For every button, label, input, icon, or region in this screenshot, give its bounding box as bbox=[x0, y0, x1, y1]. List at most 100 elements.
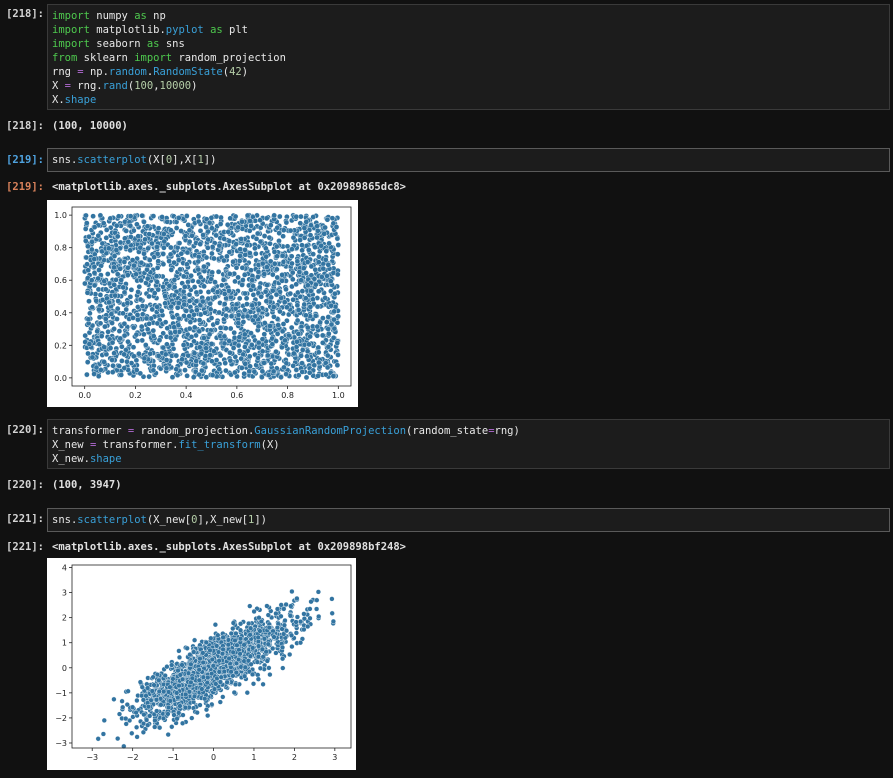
scatter-point bbox=[168, 244, 174, 251]
scatter-point bbox=[209, 358, 215, 364]
scatter-point bbox=[298, 352, 304, 359]
scatter-point bbox=[150, 333, 157, 339]
scatter-point bbox=[150, 674, 156, 680]
scatter-point bbox=[281, 299, 288, 305]
scatter-point bbox=[270, 645, 276, 652]
scatter-point bbox=[205, 713, 211, 719]
code-token: random_projection. bbox=[134, 425, 255, 437]
code-cell-218[interactable]: import numpy as np import matplotlib.pypl… bbox=[47, 4, 890, 110]
scatter-point bbox=[250, 292, 257, 298]
scatter-point bbox=[276, 213, 283, 220]
scatter-point bbox=[306, 369, 313, 376]
scatter-point bbox=[215, 269, 222, 275]
scatter-point bbox=[280, 321, 287, 327]
scatter-point bbox=[266, 624, 272, 631]
scatter-point bbox=[91, 282, 98, 289]
code-token: ]) bbox=[254, 514, 267, 526]
scatter-point bbox=[134, 338, 141, 344]
scatter-point bbox=[113, 277, 119, 283]
scatter-point bbox=[332, 290, 338, 297]
scatter-point bbox=[182, 705, 189, 711]
scatter-point bbox=[273, 348, 279, 355]
scatter-point bbox=[238, 365, 245, 371]
scatter-point bbox=[255, 269, 262, 275]
scatter-point bbox=[137, 679, 144, 685]
scatter-point bbox=[120, 284, 126, 291]
code-token: (X_new[ bbox=[146, 514, 192, 526]
scatter-point bbox=[315, 259, 322, 266]
scatter-point bbox=[90, 213, 96, 220]
scatter-point bbox=[111, 350, 117, 356]
scatter-point bbox=[160, 284, 166, 290]
scatter-point bbox=[171, 712, 177, 718]
scatter-point bbox=[166, 283, 173, 289]
scatter-point bbox=[246, 620, 252, 627]
input-prompt-220: [220]: bbox=[6, 424, 44, 436]
scatter-point bbox=[108, 311, 115, 317]
code-cell-219[interactable]: sns.scatterplot(X[0],X[1]) bbox=[47, 148, 890, 172]
code-cell-220[interactable]: transformer = random_projection.Gaussian… bbox=[47, 419, 890, 469]
scatter-point bbox=[134, 221, 140, 228]
scatter-point bbox=[331, 308, 338, 315]
scatter-point bbox=[196, 344, 203, 351]
scatter-point bbox=[314, 303, 321, 310]
scatter-point bbox=[227, 349, 233, 356]
scatter-point bbox=[181, 284, 188, 290]
code-token: sns. bbox=[52, 154, 78, 166]
x-tick-label: −3 bbox=[86, 753, 98, 762]
scatter-point bbox=[120, 704, 126, 710]
scatter-point bbox=[288, 253, 295, 260]
scatter-point bbox=[259, 260, 266, 267]
scatter-point bbox=[111, 264, 117, 271]
scatter-point bbox=[314, 234, 320, 241]
scatter-point bbox=[320, 315, 326, 321]
scatter-point bbox=[191, 324, 198, 331]
scatter-point bbox=[259, 646, 266, 652]
scatter-point bbox=[154, 279, 160, 285]
scatter-point bbox=[88, 277, 95, 283]
scatter-point bbox=[314, 606, 320, 612]
scatter-point bbox=[261, 271, 268, 277]
scatter-point bbox=[155, 286, 161, 293]
code-token: GaussianRandomProjection bbox=[254, 425, 407, 437]
code-token: ]) bbox=[203, 154, 217, 166]
scatter-point bbox=[290, 350, 297, 357]
scatter-point bbox=[94, 328, 101, 335]
scatter-point bbox=[180, 712, 186, 718]
scatter-point bbox=[311, 276, 318, 282]
scatter-plot-uniform: 0.0 0.2 0.4 0.6 0.8 1.0 0.0 0.2 0.4 0.6 0.8 1.0 bbox=[47, 200, 358, 407]
scatter-point bbox=[117, 335, 124, 342]
code-token: transformer bbox=[52, 425, 128, 437]
scatter-point bbox=[106, 299, 112, 306]
scatter-point bbox=[97, 320, 104, 327]
scatter-point bbox=[247, 218, 253, 224]
scatter-point bbox=[293, 213, 300, 220]
scatter-point bbox=[84, 261, 90, 267]
scatter-point bbox=[301, 301, 308, 308]
scatter-point bbox=[183, 308, 189, 314]
code-token: shape bbox=[64, 94, 97, 106]
scatter-point bbox=[330, 220, 337, 227]
scatter-point bbox=[310, 251, 317, 257]
scatter-point bbox=[221, 340, 228, 347]
scatter-point bbox=[155, 225, 162, 232]
code-cell-221[interactable]: sns.scatterplot(X_new[0],X_new[1]) bbox=[47, 508, 890, 532]
scatter-point bbox=[331, 325, 338, 332]
scatter-point bbox=[247, 603, 253, 609]
scatter-point bbox=[260, 654, 266, 660]
scatter-point bbox=[169, 724, 175, 730]
scatter-point bbox=[176, 710, 182, 716]
scatter-point bbox=[82, 226, 89, 232]
scatter-point bbox=[213, 213, 220, 220]
scatter-point bbox=[317, 319, 323, 326]
scatter-point bbox=[109, 339, 116, 346]
scatter-point bbox=[161, 689, 167, 695]
scatter-point bbox=[247, 250, 253, 256]
scatter-point bbox=[170, 676, 176, 682]
scatter-point bbox=[222, 325, 229, 331]
scatter-point bbox=[169, 374, 176, 380]
scatter-point bbox=[119, 698, 125, 704]
scatter-point bbox=[160, 330, 166, 337]
scatter-point bbox=[268, 360, 275, 367]
scatter-point bbox=[248, 625, 254, 631]
